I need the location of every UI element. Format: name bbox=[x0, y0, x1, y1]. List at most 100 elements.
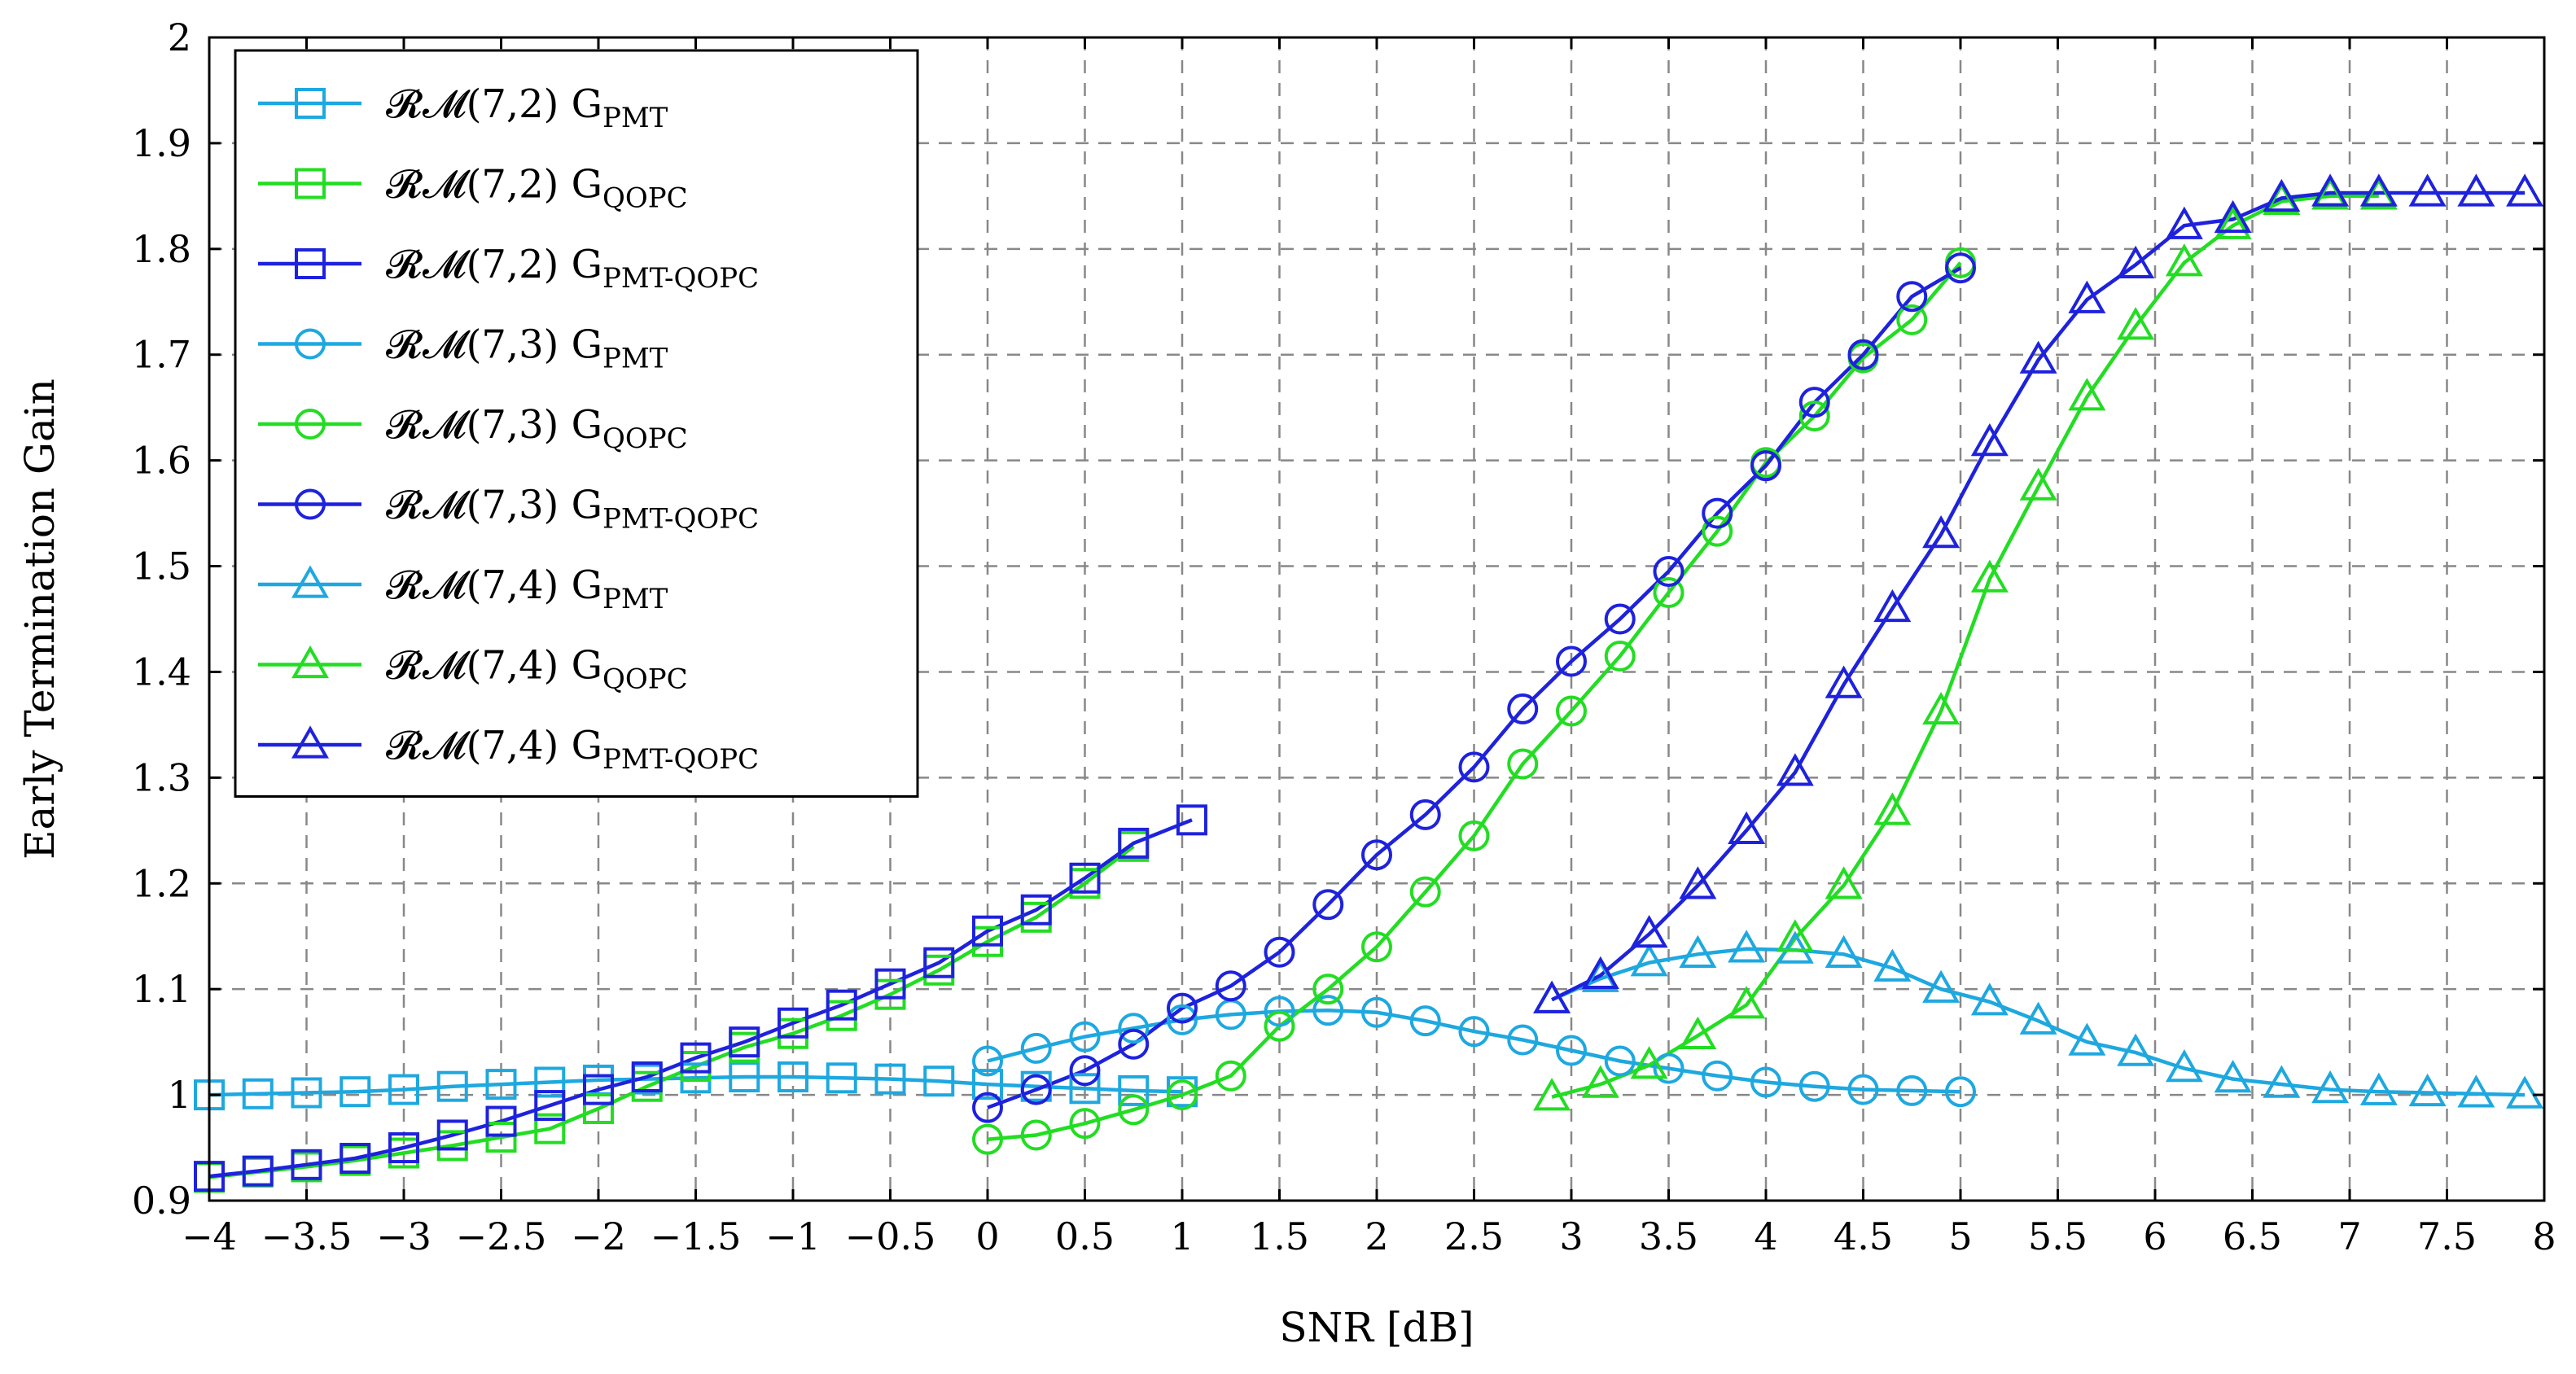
data-point-circle bbox=[1604, 1045, 1636, 1077]
data-point-triangle bbox=[291, 645, 329, 679]
data-point-triangle bbox=[2457, 173, 2495, 207]
legend-label: 𝓡𝓜(7,2) GPMT bbox=[386, 81, 668, 134]
data-point-square bbox=[923, 947, 955, 978]
data-point-triangle bbox=[1825, 934, 1863, 968]
data-point-circle bbox=[1215, 970, 1246, 1002]
legend-label-main: 𝓡𝓜(7,3) G bbox=[386, 322, 602, 368]
data-point-square bbox=[388, 1074, 419, 1105]
y-tick-label: 1.8 bbox=[132, 227, 191, 271]
data-point-triangle bbox=[1630, 915, 1668, 948]
y-tick-labels: 0.9 1 1.1 1.2 1.3 1.4 1.5 1.6 1.7 1.8 1.9 2 bbox=[132, 15, 191, 1223]
data-point-circle bbox=[1118, 1013, 1150, 1044]
data-point-circle bbox=[1507, 693, 1539, 724]
legend-entry: 𝓡𝓜(7,4) GPMT-QOPC bbox=[258, 723, 759, 776]
data-point-circle bbox=[1507, 748, 1539, 780]
data-point-square bbox=[874, 968, 906, 1000]
legend-label-subscript: PMT-QOPC bbox=[602, 743, 759, 776]
data-point-circle bbox=[1020, 1074, 1052, 1105]
y-tick-label: 0.9 bbox=[132, 1179, 191, 1223]
x-tick-label: −4 bbox=[182, 1214, 237, 1258]
data-point-circle bbox=[1361, 931, 1392, 963]
data-point-square bbox=[242, 1078, 274, 1109]
y-tick-label: 1.1 bbox=[132, 967, 191, 1011]
data-point-triangle bbox=[1873, 589, 1912, 623]
data-point-circle bbox=[1215, 1060, 1246, 1092]
data-point-triangle bbox=[2263, 1065, 2301, 1098]
legend-label-subscript: PMT bbox=[602, 583, 668, 615]
data-point-circle bbox=[1945, 1076, 1976, 1108]
legend-label: 𝓡𝓜(7,2) GPMT-QOPC bbox=[386, 242, 759, 295]
data-point-triangle bbox=[1728, 930, 1766, 963]
data-point-circle bbox=[1458, 1016, 1490, 1048]
x-tick-label: 5.5 bbox=[2028, 1214, 2088, 1258]
x-tick-label: 0 bbox=[975, 1214, 999, 1258]
data-point-triangle bbox=[2117, 1033, 2155, 1066]
y-axis-label: Early Termination Gain bbox=[16, 379, 64, 860]
data-point-circle bbox=[1896, 281, 1928, 313]
data-point-circle bbox=[295, 488, 326, 520]
data-point-square bbox=[534, 1090, 566, 1122]
data-point-triangle bbox=[2408, 173, 2447, 207]
legend-label-subscript: PMT-QOPC bbox=[602, 262, 759, 295]
data-point-circle bbox=[295, 328, 326, 360]
data-point-triangle bbox=[1873, 948, 1912, 982]
x-tick-label: 0.5 bbox=[1055, 1214, 1115, 1258]
data-point-triangle bbox=[1728, 811, 1766, 844]
y-tick-label: 1.7 bbox=[132, 333, 191, 377]
data-point-circle bbox=[1847, 339, 1879, 370]
legend-entry: 𝓡𝓜(7,2) GQOPC bbox=[258, 162, 688, 215]
y-tick-label: 1 bbox=[168, 1073, 191, 1117]
legend-label-main: 𝓡𝓜(7,3) G bbox=[386, 483, 602, 528]
data-point-circle bbox=[1264, 936, 1295, 968]
data-point-triangle bbox=[1970, 982, 2009, 1016]
legend-label: 𝓡𝓜(7,3) GPMT bbox=[386, 322, 668, 375]
legend-label-subscript: QOPC bbox=[602, 663, 688, 696]
data-point-circle bbox=[1750, 450, 1781, 482]
data-point-triangle bbox=[2019, 467, 2057, 501]
data-point-square bbox=[485, 1105, 517, 1137]
data-point-square bbox=[1069, 862, 1101, 894]
data-point-circle bbox=[1069, 1108, 1101, 1140]
data-point-circle bbox=[1020, 1032, 1052, 1064]
data-point-triangle bbox=[1581, 956, 1619, 989]
data-point-square bbox=[295, 168, 326, 199]
data-point-triangle bbox=[2068, 378, 2106, 411]
data-point-square bbox=[534, 1066, 566, 1098]
x-tick-label: −1 bbox=[765, 1214, 821, 1258]
data-point-square bbox=[295, 248, 326, 279]
data-point-circle bbox=[972, 1092, 1003, 1123]
data-point-triangle bbox=[1728, 986, 1766, 1019]
data-point-square bbox=[436, 1119, 468, 1151]
data-point-square bbox=[340, 1143, 371, 1175]
data-point-circle bbox=[1750, 1066, 1781, 1098]
x-tick-label: −3.5 bbox=[261, 1214, 353, 1258]
data-point-square bbox=[778, 1061, 808, 1093]
data-point-triangle bbox=[1533, 980, 1571, 1013]
data-point-circle bbox=[1264, 1010, 1295, 1042]
data-point-circle bbox=[1798, 1070, 1830, 1102]
legend-label: 𝓡𝓜(7,3) GPMT-QOPC bbox=[386, 483, 759, 536]
data-point-circle bbox=[1409, 799, 1441, 830]
data-point-square bbox=[388, 1132, 419, 1164]
data-point-triangle bbox=[2263, 178, 2301, 212]
data-point-circle bbox=[1020, 1119, 1052, 1151]
data-point-triangle bbox=[2506, 1075, 2544, 1109]
data-point-triangle bbox=[1533, 1078, 1571, 1111]
x-tick-label: 7 bbox=[2337, 1214, 2361, 1258]
legend-entry: 𝓡𝓜(7,3) GPMT-QOPC bbox=[258, 483, 759, 536]
legend-label-main: 𝓡𝓜(7,4) G bbox=[386, 643, 602, 689]
data-point-triangle bbox=[1776, 753, 1814, 786]
data-point-triangle bbox=[2214, 206, 2252, 239]
data-point-circle bbox=[1361, 996, 1392, 1028]
legend-label-main: 𝓡𝓜(7,2) G bbox=[386, 242, 602, 287]
data-point-square bbox=[680, 1042, 712, 1074]
data-point-circle bbox=[1312, 974, 1344, 1005]
data-point-triangle bbox=[1679, 934, 1717, 968]
data-point-triangle bbox=[2506, 173, 2544, 207]
data-point-triangle bbox=[1581, 1065, 1619, 1098]
data-point-square bbox=[1069, 1073, 1101, 1105]
data-point-triangle bbox=[2068, 280, 2106, 313]
x-tick-label: 1.5 bbox=[1250, 1214, 1309, 1258]
data-point-circle bbox=[1458, 820, 1490, 851]
data-point-triangle bbox=[2214, 199, 2252, 234]
